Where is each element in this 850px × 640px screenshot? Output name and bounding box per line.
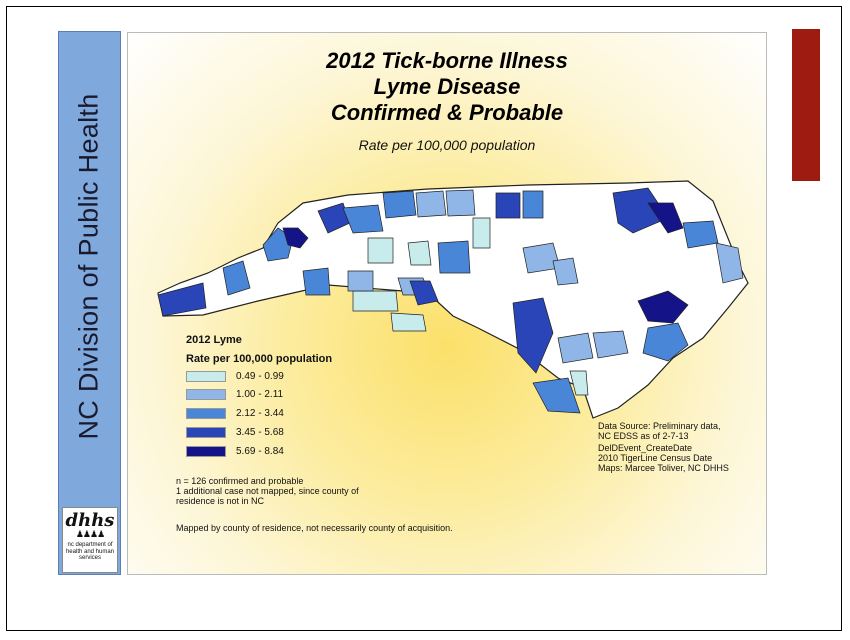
- legend-subtitle: Rate per 100,000 population: [186, 353, 333, 365]
- county-shape: [302, 267, 331, 296]
- county-shape: [642, 322, 689, 362]
- county-shape: [367, 237, 394, 264]
- footnote: Mapped by county of residence, not neces…: [176, 523, 453, 533]
- legend-label: 0.49 - 0.99: [236, 371, 284, 382]
- county-shape: [382, 190, 417, 219]
- source-line: DelDEvent_CreateDate: [598, 443, 693, 453]
- county-shape: [647, 202, 684, 234]
- logo-mark: dhhs: [65, 510, 115, 531]
- county-shape: [532, 377, 581, 414]
- note-line: residence is not in NC: [176, 496, 265, 506]
- county-shape: [409, 280, 439, 306]
- county-shape: [522, 190, 544, 219]
- county-shape: [390, 312, 427, 332]
- county-shape: [557, 332, 594, 364]
- county-shape: [552, 257, 579, 286]
- logo-text: nc department of health and human servic…: [65, 542, 115, 561]
- county-shape: [715, 242, 744, 284]
- county-shape: [282, 227, 309, 249]
- county-shape: [157, 282, 207, 317]
- county-shape: [347, 270, 374, 292]
- county-shape: [445, 189, 476, 217]
- county-shape: [472, 217, 491, 249]
- dhhs-logo: dhhs ♟♟♟♟ nc department of health and hu…: [62, 507, 118, 573]
- county-shape: [352, 290, 399, 312]
- county-shape: [415, 190, 447, 218]
- sidebar-title: NC Division of Public Health: [74, 92, 105, 440]
- county-shape: [512, 297, 554, 374]
- logo-people-icon: ♟♟♟♟: [75, 529, 105, 539]
- county-shape: [495, 192, 521, 219]
- county-shape: [342, 204, 384, 234]
- legend-swatch: [186, 408, 226, 419]
- accent-bar: [792, 29, 820, 181]
- note-line: 1 additional case not mapped, since coun…: [176, 486, 359, 496]
- legend-label: 2.12 - 3.44: [236, 408, 284, 419]
- map-title-line-2: Lyme Disease: [373, 74, 521, 99]
- map-title-line-3: Confirmed & Probable: [330, 100, 564, 125]
- map-panel: 2012 Tick-borne Illness Lyme Disease Con…: [127, 32, 767, 575]
- legend-label: 1.00 - 2.11: [236, 389, 284, 400]
- legend-item: 1.00 - 2.11: [186, 388, 283, 401]
- nc-county-map: [157, 180, 749, 419]
- source-line: Data Source: Preliminary data,: [598, 421, 721, 431]
- county-shape: [682, 220, 719, 249]
- note-line: n = 126 confirmed and probable: [176, 476, 304, 486]
- source-line: 2010 TigerLine Census Date: [598, 453, 713, 463]
- map-title-line-1: 2012 Tick-borne Illness: [326, 48, 568, 73]
- map-subtitle: Rate per 100,000 population: [358, 137, 536, 153]
- county-shape: [612, 187, 669, 234]
- source-line: Maps: Marcee Toliver, NC DHHS: [598, 463, 729, 473]
- legend-label: 5.69 - 8.84: [236, 446, 284, 457]
- legend-item: 0.49 - 0.99: [186, 370, 284, 383]
- source-line: NC EDSS as of 2-7-13: [598, 431, 689, 441]
- county-shape: [407, 240, 432, 266]
- legend-swatch: [186, 427, 226, 438]
- sidebar-panel: [58, 31, 121, 575]
- legend-swatch: [186, 446, 226, 457]
- legend-swatch: [186, 389, 226, 400]
- county-shape: [569, 370, 589, 396]
- legend-item: 5.69 - 8.84: [186, 445, 284, 458]
- legend-title: 2012 Lyme: [186, 334, 242, 346]
- county-shape: [592, 330, 629, 359]
- county-shape: [222, 260, 251, 296]
- county-shape: [437, 240, 471, 274]
- legend-item: 3.45 - 5.68: [186, 426, 284, 439]
- legend-swatch: [186, 371, 226, 382]
- legend-item: 2.12 - 3.44: [186, 407, 284, 420]
- legend-label: 3.45 - 5.68: [236, 427, 284, 438]
- county-shape: [637, 290, 689, 324]
- sidebar-title-wrap: NC Division of Public Health: [58, 31, 121, 501]
